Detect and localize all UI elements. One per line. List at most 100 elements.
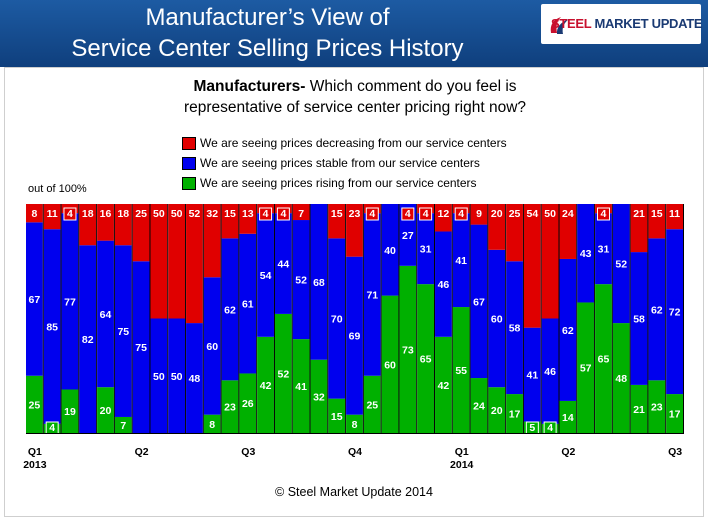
label-stable-20: 40 <box>384 245 396 257</box>
bar-stable-31 <box>577 204 595 303</box>
label-stable-7: 50 <box>153 371 165 383</box>
bar-rising-11 <box>221 380 239 433</box>
label-stable-19: 71 <box>366 289 378 301</box>
logo-text: STEEL MARKET UPDATE <box>551 16 703 31</box>
label-decreasing-2: 4 <box>67 208 73 220</box>
label-decreasing-0: 8 <box>31 208 37 220</box>
bar-stable-35 <box>648 238 666 381</box>
x-tick-label-6: Q3 <box>668 446 682 458</box>
label-rising-23: 42 <box>438 380 450 392</box>
label-decreasing-10: 32 <box>206 208 218 220</box>
label-rising-22: 65 <box>420 354 432 366</box>
bar-stable-9 <box>186 323 203 433</box>
label-stable-5: 75 <box>117 326 129 338</box>
label-rising-27: 17 <box>509 409 521 421</box>
label-rising-14: 52 <box>278 368 290 380</box>
label-stable-8: 50 <box>171 371 183 383</box>
bar-stable-14 <box>274 213 292 314</box>
label-rising-0: 25 <box>29 399 41 411</box>
bar-rising-10 <box>203 414 221 433</box>
bar-stable-2 <box>61 213 79 390</box>
label-stable-23: 46 <box>438 279 450 291</box>
bar-stable-23 <box>435 231 452 337</box>
bar-stable-19 <box>363 213 381 376</box>
y-axis-label: out of 100% <box>28 183 87 195</box>
bar-rising-33 <box>612 323 630 433</box>
bar-decreasing-5 <box>114 204 132 246</box>
label-decreasing-35: 15 <box>651 208 663 220</box>
label-decreasing-17: 15 <box>331 208 343 220</box>
label-stable-10: 60 <box>206 341 218 353</box>
label-rising-34: 21 <box>633 404 645 416</box>
label-rising-35: 23 <box>651 402 663 414</box>
label-stable-27: 58 <box>509 323 521 335</box>
bar-rising-19 <box>363 375 381 433</box>
label-decreasing-24-box <box>454 207 468 221</box>
x-tick-label-3: Q4 <box>348 446 362 458</box>
bar-stable-26 <box>488 249 506 388</box>
label-decreasing-13: 4 <box>263 208 269 220</box>
bar-decreasing-34 <box>630 204 648 253</box>
bar-rising-26 <box>488 387 506 433</box>
x-tick-label-5: Q2 <box>561 446 575 458</box>
label-rising-12: 26 <box>242 398 254 410</box>
bar-stable-7 <box>150 318 168 433</box>
bar-stable-33 <box>612 204 630 324</box>
label-decreasing-36: 11 <box>669 208 680 220</box>
bar-stable-3 <box>79 245 97 433</box>
label-decreasing-5: 18 <box>117 208 129 220</box>
label-stable-33: 52 <box>615 259 627 271</box>
label-rising-33: 48 <box>615 373 627 385</box>
label-stable-28: 41 <box>526 370 538 382</box>
label-decreasing-29: 50 <box>544 208 556 220</box>
label-decreasing-23: 12 <box>438 208 450 220</box>
label-rising-17: 15 <box>331 411 343 423</box>
bar-decreasing-27 <box>506 204 523 262</box>
label-stable-14: 44 <box>278 259 290 271</box>
label-decreasing-30: 24 <box>562 208 574 220</box>
legend-swatch-stable <box>182 157 196 170</box>
bar-rising-24 <box>452 307 470 433</box>
label-decreasing-19-box <box>365 207 379 221</box>
label-stable-25: 67 <box>473 296 485 308</box>
label-rising-28: 5 <box>529 422 535 434</box>
bar-stable-32 <box>595 213 612 285</box>
label-stable-11: 62 <box>224 304 236 316</box>
label-stable-18: 69 <box>349 331 361 343</box>
label-decreasing-2-box <box>63 207 77 221</box>
label-decreasing-22: 4 <box>423 208 429 220</box>
legend-label-decreasing: We are seeing prices decreasing from our… <box>200 136 507 150</box>
label-rising-2: 19 <box>64 406 76 418</box>
bar-rising-34 <box>630 384 648 433</box>
bar-stable-6 <box>132 261 150 433</box>
label-decreasing-32-box <box>596 207 610 221</box>
bar-stable-24 <box>452 213 470 308</box>
x-tick-label-2: Q3 <box>241 446 255 458</box>
label-stable-2: 77 <box>64 296 76 308</box>
bar-stable-8 <box>168 318 186 433</box>
bar-decreasing-26 <box>488 204 506 250</box>
label-stable-32: 31 <box>598 244 610 256</box>
question-bold: Manufacturers- <box>193 78 306 95</box>
label-decreasing-18: 23 <box>349 208 361 220</box>
bar-decreasing-18 <box>346 204 363 257</box>
label-decreasing-8: 50 <box>171 208 183 220</box>
bar-rising-21 <box>399 265 417 433</box>
page-title: Manufacturer’s View of Service Center Se… <box>0 2 535 64</box>
question-rest: Which comment do you feel is <box>305 78 517 95</box>
label-stable-6: 75 <box>135 342 147 354</box>
bar-decreasing-29 <box>541 204 559 319</box>
label-stable-4: 64 <box>100 309 112 321</box>
bar-decreasing-17 <box>328 204 346 239</box>
bar-rising-31 <box>577 302 595 433</box>
label-rising-36: 17 <box>669 409 681 421</box>
label-decreasing-4: 16 <box>100 208 112 220</box>
bar-decreasing-1 <box>43 204 61 230</box>
copyright: © Steel Market Update 2014 <box>275 485 433 499</box>
bar-decreasing-8 <box>168 204 186 319</box>
label-stable-16: 68 <box>313 277 325 289</box>
bar-stable-36 <box>666 229 683 395</box>
bar-stable-0 <box>26 222 43 376</box>
bar-stable-15 <box>292 220 310 340</box>
